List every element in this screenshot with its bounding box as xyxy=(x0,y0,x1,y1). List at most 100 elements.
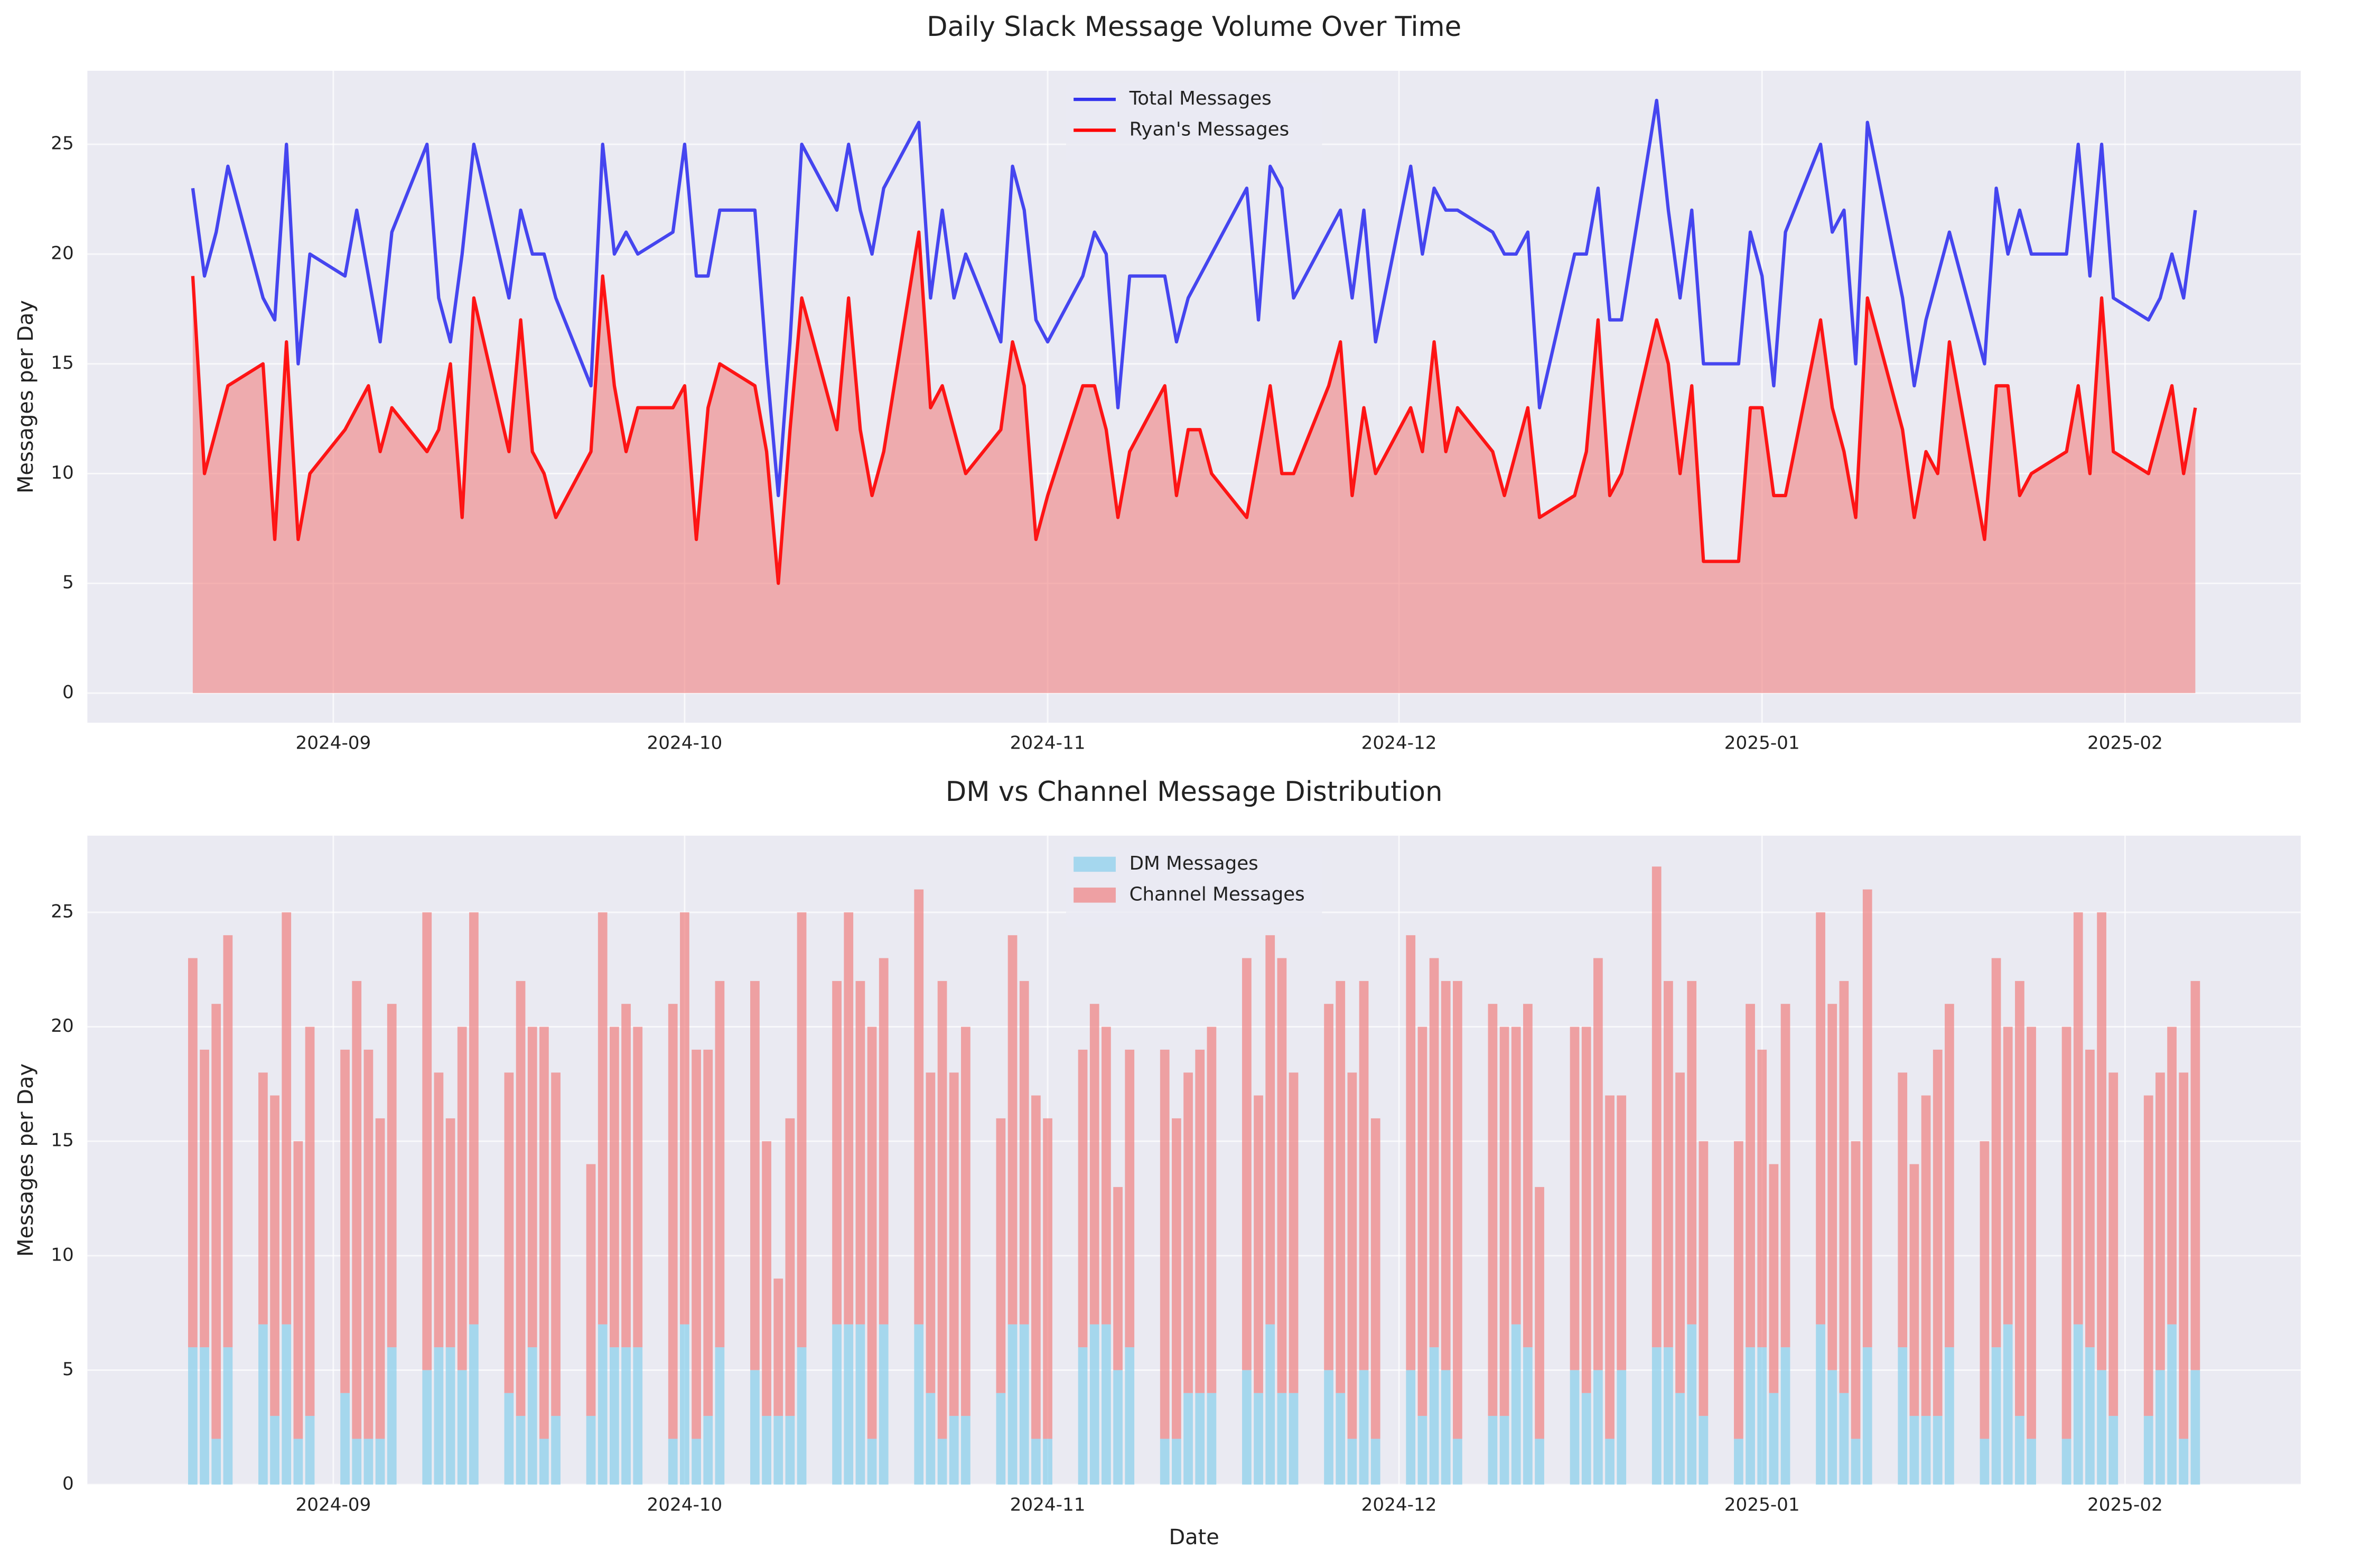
bar xyxy=(469,1324,479,1485)
bar xyxy=(1535,1439,1544,1485)
bar xyxy=(1359,1370,1369,1485)
bar xyxy=(1265,1324,1275,1485)
bar xyxy=(855,981,865,1324)
bar xyxy=(2073,912,2083,1324)
legend-label: DM Messages xyxy=(1130,853,1258,874)
y-tick-label: 25 xyxy=(51,133,74,154)
bar xyxy=(1734,1141,1743,1439)
bar xyxy=(961,1026,970,1416)
legend: DM Messages Channel Messages xyxy=(1066,847,1322,928)
bar xyxy=(1019,981,1029,1324)
bar xyxy=(1370,1439,1380,1485)
legend-box xyxy=(1066,82,1322,163)
bar xyxy=(692,1049,701,1439)
bar xyxy=(1289,1393,1299,1485)
bar xyxy=(1113,1370,1123,1485)
bar xyxy=(1945,1004,1954,1348)
bar xyxy=(2143,1416,2153,1485)
bar xyxy=(2108,1072,2119,1416)
bar xyxy=(539,1439,549,1485)
bar xyxy=(797,912,807,1348)
bar xyxy=(1160,1439,1170,1485)
bar xyxy=(1441,981,1451,1370)
bar xyxy=(340,1393,350,1485)
y-tick-label: 20 xyxy=(51,242,74,264)
y-axis-label: Messages per Day xyxy=(14,1063,38,1257)
x-tick-label: 2024-09 xyxy=(295,1495,371,1516)
bar xyxy=(200,1049,209,1348)
bar xyxy=(1921,1095,1931,1416)
bar xyxy=(621,1004,631,1348)
bar xyxy=(1675,1072,1685,1393)
bar xyxy=(1780,1004,1790,1348)
bar xyxy=(1336,981,1346,1393)
bar xyxy=(1581,1393,1591,1485)
bar xyxy=(2015,1416,2024,1485)
bar xyxy=(1945,1347,1954,1485)
bar xyxy=(1593,958,1603,1370)
bar xyxy=(926,1393,936,1485)
bar xyxy=(703,1049,713,1416)
bar xyxy=(1827,1370,1837,1485)
x-tick-label: 2024-12 xyxy=(1361,1495,1437,1516)
legend-label: Channel Messages xyxy=(1130,883,1305,905)
bar xyxy=(363,1439,374,1485)
x-tick-label: 2024-09 xyxy=(295,732,371,753)
x-tick-label: 2025-01 xyxy=(1724,1495,1800,1516)
bar xyxy=(926,1072,936,1393)
bar xyxy=(270,1095,279,1416)
x-tick-label: 2025-01 xyxy=(1724,732,1800,753)
bar xyxy=(1921,1416,1931,1485)
bar xyxy=(1277,1393,1287,1485)
bar xyxy=(223,935,233,1348)
bar xyxy=(2015,981,2024,1416)
bar xyxy=(2027,1026,2036,1439)
bar xyxy=(598,1324,608,1485)
bar xyxy=(1336,1393,1346,1485)
bar xyxy=(387,1004,397,1348)
bar xyxy=(2190,1370,2200,1485)
bar xyxy=(1453,1439,1462,1485)
bar xyxy=(832,1324,842,1485)
bar xyxy=(1769,1393,1779,1485)
bar xyxy=(586,1164,596,1416)
bar xyxy=(2167,1026,2177,1324)
bar xyxy=(1664,981,1673,1348)
y-tick-label: 0 xyxy=(62,1473,74,1495)
bar xyxy=(258,1324,268,1485)
y-tick-label: 0 xyxy=(62,682,74,703)
bar xyxy=(445,1347,455,1485)
y-axis-label: Messages per Day xyxy=(14,300,38,493)
bar xyxy=(2003,1324,2013,1485)
bar xyxy=(1043,1439,1052,1485)
bar xyxy=(1019,1324,1029,1485)
bar xyxy=(1687,1324,1697,1485)
y-tick-label: 10 xyxy=(51,462,74,483)
bar xyxy=(1370,1118,1380,1439)
bar xyxy=(879,1324,889,1485)
line xyxy=(191,230,2197,585)
bar xyxy=(1675,1393,1685,1485)
bar xyxy=(1277,958,1287,1393)
bar xyxy=(1651,1347,1662,1485)
bar xyxy=(1851,1141,1861,1439)
bar xyxy=(785,1416,795,1485)
bar xyxy=(2167,1324,2177,1485)
bar xyxy=(305,1026,315,1416)
bar xyxy=(2003,1026,2013,1324)
bar xyxy=(1406,1370,1416,1485)
bar xyxy=(1593,1370,1603,1485)
bar xyxy=(1862,889,1872,1348)
bar xyxy=(680,1324,689,1485)
bar xyxy=(1511,1026,1521,1324)
bar xyxy=(1347,1072,1357,1439)
bar xyxy=(715,1347,725,1485)
legend-swatch xyxy=(1074,888,1116,903)
bar xyxy=(457,1026,467,1370)
bar xyxy=(610,1026,619,1348)
bar xyxy=(352,1439,362,1485)
bar xyxy=(1980,1141,1990,1439)
bar xyxy=(2108,1416,2119,1485)
bar xyxy=(867,1026,877,1439)
bar xyxy=(211,1004,221,1439)
